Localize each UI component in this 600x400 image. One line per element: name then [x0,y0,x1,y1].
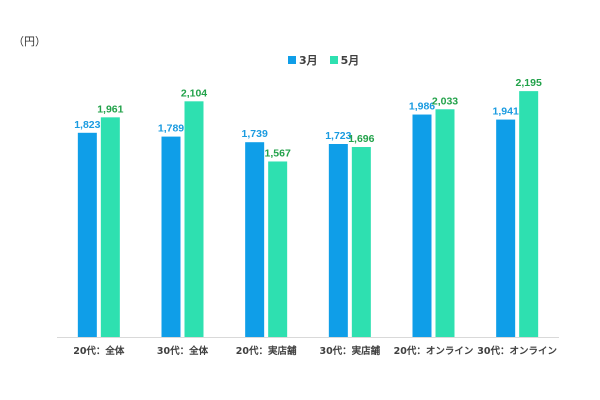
legend-swatch-may [329,56,338,64]
data-label-march-1: 1,789 [158,123,184,135]
bar-may-1 [184,101,204,337]
data-label-may-0: 1,961 [97,103,123,115]
bar-may-3 [351,147,371,337]
x-tick-label-2: 20代：実店舗 [236,345,297,357]
bar-march-3 [328,143,348,337]
bar-march-0 [77,132,97,337]
bar-march-1 [161,136,181,337]
x-tick-label-4: 20代：オンライン [394,345,474,357]
legend-label-may: 5月 [340,54,360,67]
data-label-may-2: 1,567 [265,147,291,159]
bar-may-4 [435,109,455,337]
legend-label-march: 3月 [299,54,318,67]
legend-swatch-march [288,56,296,64]
bar-may-0 [100,117,120,337]
legend-item-may: 5月 [329,52,360,68]
data-label-march-0: 1,823 [74,119,100,131]
x-tick-label-5: 30代：オンライン [477,345,557,357]
x-tick-label-0: 20代：全体 [73,345,125,357]
unit-label: （円） [13,35,46,48]
data-label-march-4: 1,986 [409,101,435,113]
legend-item-march: 3月 [288,52,318,68]
x-tick-label-1: 30代：全体 [157,345,209,357]
data-label-march-3: 1,723 [325,130,351,142]
bar-may-2 [268,161,288,337]
x-tick-label-3: 30代：実店舗 [319,345,380,357]
data-label-march-2: 1,739 [242,128,268,140]
bar-march-2 [245,142,265,337]
data-label-may-5: 2,195 [516,77,542,89]
data-label-may-4: 2,033 [432,95,458,107]
bar-march-4 [412,114,432,337]
legend: 3月 5月 [288,52,371,68]
data-label-may-1: 2,104 [181,87,207,99]
bar-may-5 [519,91,539,337]
data-label-may-3: 1,696 [348,133,374,145]
data-label-march-5: 1,941 [493,106,519,118]
bar-march-5 [496,119,516,337]
